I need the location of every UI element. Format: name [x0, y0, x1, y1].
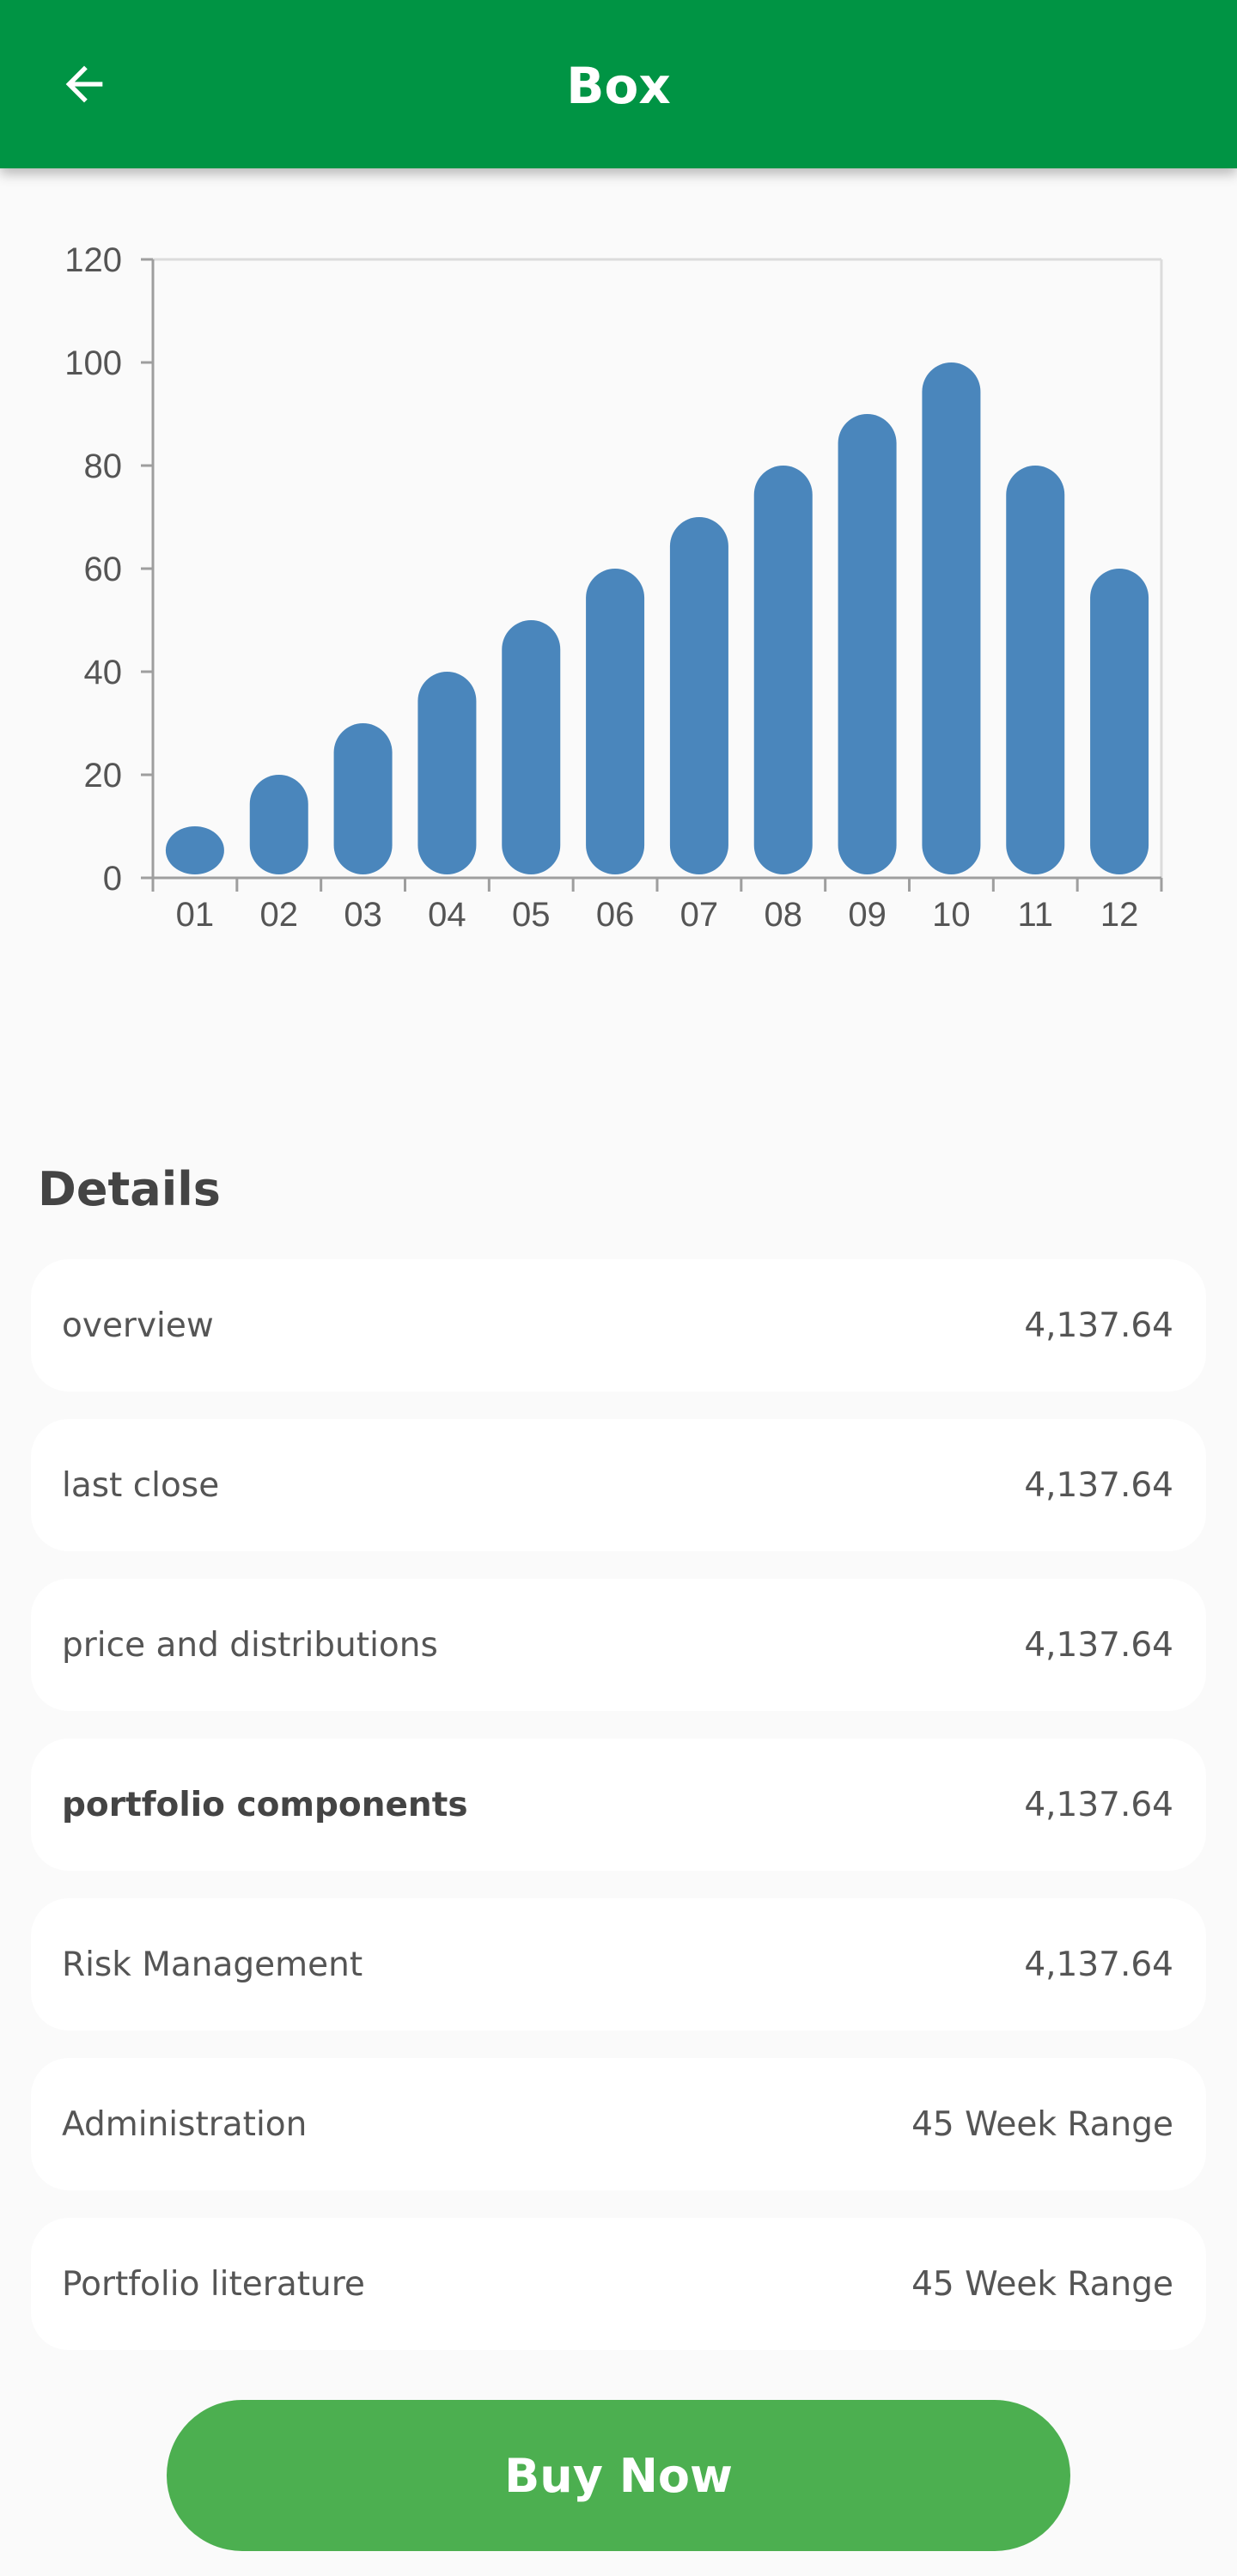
x-tick-label: 12 [1100, 896, 1139, 934]
x-tick-label: 01 [176, 896, 215, 934]
x-tick-label: 09 [848, 896, 887, 934]
detail-row-portfolio-components[interactable]: portfolio components 4,137.64 [31, 1739, 1206, 1871]
detail-row-administration[interactable]: Administration 45 Week Range [31, 2058, 1206, 2190]
detail-value: 4,137.64 [1024, 1625, 1173, 1665]
y-tick-label: 0 [103, 860, 122, 898]
buy-now-button[interactable]: Buy Now [167, 2400, 1070, 2551]
detail-label: portfolio components [62, 1785, 468, 1824]
x-axis-labels: 01 02 03 04 05 06 07 08 09 10 11 12 [176, 896, 1139, 934]
detail-row-portfolio-literature[interactable]: Portfolio literature 45 Week Range [31, 2218, 1206, 2350]
details-heading: Details [38, 1161, 221, 1216]
bar-06 [586, 569, 645, 874]
x-tick-label: 05 [512, 896, 551, 934]
bar-04 [417, 672, 477, 874]
bar-10 [922, 362, 981, 874]
y-axis-labels: 0 20 40 60 80 100 120 [64, 241, 122, 898]
bar-02 [249, 775, 308, 874]
x-tick-label: 06 [596, 896, 635, 934]
detail-value: 4,137.64 [1024, 1465, 1173, 1505]
detail-row-price-and-distributions[interactable]: price and distributions 4,137.64 [31, 1579, 1206, 1711]
y-tick-label: 20 [84, 757, 123, 795]
detail-value: 4,137.64 [1024, 1785, 1173, 1824]
detail-value: 4,137.64 [1024, 1306, 1173, 1345]
bar-chart: 0 20 40 60 80 100 120 01 02 03 04 05 06 07 08 09 10 11 12 [0, 206, 1237, 979]
details-list: overview 4,137.64 last close 4,137.64 pr… [31, 1259, 1206, 2378]
detail-value: 4,137.64 [1024, 1945, 1173, 1984]
bar-09 [838, 414, 897, 874]
y-tick-label: 100 [64, 344, 122, 382]
detail-label: last close [62, 1465, 220, 1505]
detail-value: 45 Week Range [911, 2264, 1173, 2304]
bar-07 [669, 517, 728, 874]
detail-label: overview [62, 1306, 214, 1345]
x-tick-label: 04 [428, 896, 466, 934]
page-title: Box [566, 57, 671, 115]
bar-11 [1006, 466, 1065, 874]
x-tick-label: 10 [932, 896, 971, 934]
x-tick-label: 07 [680, 896, 719, 934]
y-tick-label: 40 [84, 654, 123, 691]
bar-12 [1090, 569, 1149, 874]
detail-row-risk-management[interactable]: Risk Management 4,137.64 [31, 1898, 1206, 2031]
x-axis-ticks [151, 878, 1163, 892]
detail-label: Portfolio literature [62, 2264, 365, 2304]
bar-chart-svg: 0 20 40 60 80 100 120 01 02 03 04 05 06 07 08 09 10 11 12 [64, 241, 1163, 934]
bar-01 [165, 826, 224, 874]
detail-label: price and distributions [62, 1625, 438, 1665]
bar-08 [753, 466, 813, 874]
back-button[interactable] [43, 48, 125, 120]
x-tick-label: 11 [1017, 896, 1053, 934]
app-bar: Box [0, 0, 1237, 168]
y-tick-label: 80 [84, 448, 123, 485]
bars [165, 362, 1149, 874]
arrow-left-icon [65, 65, 103, 103]
y-tick-label: 120 [64, 241, 122, 279]
detail-value: 45 Week Range [911, 2104, 1173, 2144]
detail-label: Administration [62, 2104, 308, 2144]
x-tick-label: 08 [765, 896, 803, 934]
detail-row-overview[interactable]: overview 4,137.64 [31, 1259, 1206, 1392]
bar-05 [502, 620, 561, 874]
x-tick-label: 02 [260, 896, 299, 934]
y-tick-label: 60 [84, 551, 123, 588]
x-tick-label: 03 [344, 896, 382, 934]
y-axis-ticks [141, 258, 153, 880]
bar-03 [333, 723, 393, 874]
detail-label: Risk Management [62, 1945, 363, 1984]
detail-row-last-close[interactable]: last close 4,137.64 [31, 1419, 1206, 1551]
